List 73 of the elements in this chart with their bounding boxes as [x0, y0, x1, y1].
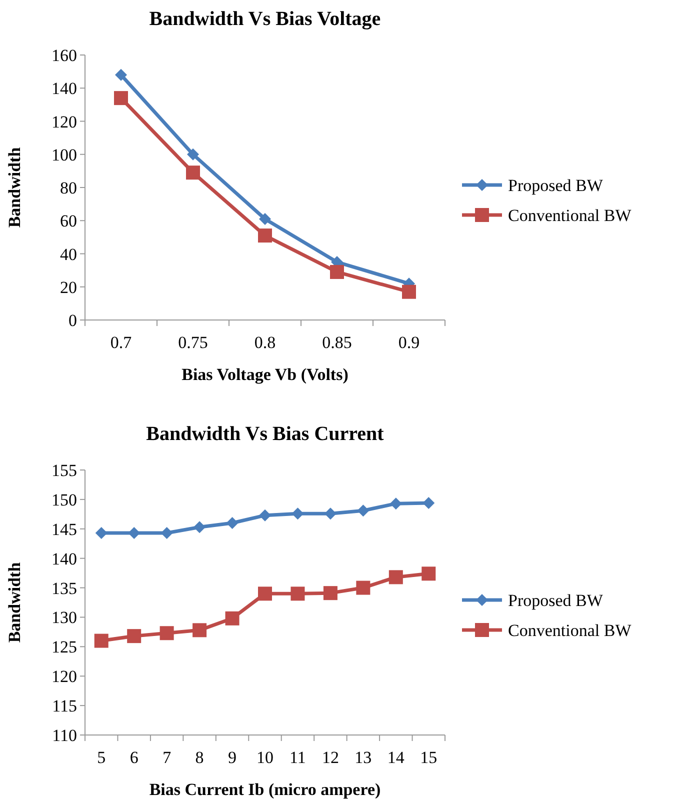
point: [259, 212, 271, 225]
point: [258, 586, 272, 601]
y-tick-label: 115: [52, 696, 77, 716]
x-tick-label: 15: [420, 748, 438, 767]
x-tick-label: 0.8: [254, 333, 276, 352]
x-tick-label: 0.7: [110, 333, 132, 352]
x-tick-label: 14: [387, 748, 405, 767]
x-axis-title: Bias Current Ib (micro ampere): [149, 780, 381, 799]
point: [225, 611, 240, 626]
point: [115, 68, 127, 81]
y-tick-label: 120: [52, 112, 77, 132]
point: [422, 496, 435, 509]
y-tick-label: 140: [52, 79, 77, 98]
point: [422, 566, 436, 581]
point: [226, 517, 238, 529]
x-tick-label: 5: [97, 748, 106, 767]
x-tick-label: 12: [322, 748, 339, 767]
x-tick-label: 0.9: [398, 333, 420, 352]
point: [323, 586, 338, 600]
legend-label: Proposed BW: [508, 176, 604, 195]
y-tick-label: 160: [52, 46, 77, 65]
point: [94, 634, 108, 648]
y-tick-label: 140: [52, 549, 77, 568]
y-tick-label: 110: [52, 726, 77, 745]
y-tick-label: 135: [52, 578, 77, 598]
x-tick-label: 11: [290, 748, 306, 767]
x-tick-label: 9: [228, 748, 237, 767]
x-tick-label: 6: [130, 748, 138, 767]
y-tick-label: 120: [52, 667, 77, 686]
y-tick-label: 80: [60, 178, 77, 198]
y-axis-title: Bandwidth: [5, 562, 24, 643]
point: [330, 264, 344, 279]
y-tick-label: 40: [60, 244, 77, 264]
point: [160, 626, 174, 640]
y-tick-label: 155: [52, 461, 77, 480]
point: [290, 586, 305, 601]
chart-title: Bandwidth Vs Bias Voltage: [149, 8, 381, 30]
legend-label: Conventional BW: [508, 621, 632, 640]
point: [192, 623, 207, 638]
x-tick-label: 0.85: [322, 333, 352, 352]
point: [95, 527, 108, 540]
x-tick-label: 10: [256, 748, 274, 767]
point: [259, 509, 271, 522]
y-tick-label: 100: [52, 145, 77, 164]
point: [160, 527, 173, 540]
point: [258, 228, 272, 243]
y-tick-label: 60: [60, 212, 77, 231]
point: [127, 629, 142, 644]
legend-label: Conventional BW: [508, 206, 632, 225]
point: [356, 580, 370, 595]
y-tick-label: 130: [52, 608, 77, 628]
point: [388, 570, 403, 584]
point: [194, 521, 206, 534]
point: [186, 166, 200, 180]
y-tick-label: 20: [60, 278, 77, 297]
x-tick-label: 8: [195, 748, 204, 767]
point: [292, 508, 304, 520]
legend-label: Proposed BW: [508, 591, 604, 610]
x-tick-label: 7: [162, 748, 172, 767]
point: [187, 148, 199, 160]
y-axis-title: Bandwidth: [5, 146, 24, 228]
y-tick-label: 150: [52, 490, 77, 510]
x-tick-label: 0.75: [178, 333, 208, 352]
point: [114, 91, 128, 106]
y-tick-label: 145: [52, 520, 77, 539]
chart-title: Bandwidth Vs Bias Current: [146, 423, 384, 445]
point: [402, 284, 416, 299]
y-tick-label: 125: [52, 638, 77, 657]
point: [390, 498, 402, 510]
y-tick-label: 0: [68, 311, 77, 330]
x-tick-label: 13: [354, 748, 372, 767]
point: [357, 504, 370, 517]
x-axis-title: Bias Voltage Vb (Volts): [182, 365, 348, 384]
